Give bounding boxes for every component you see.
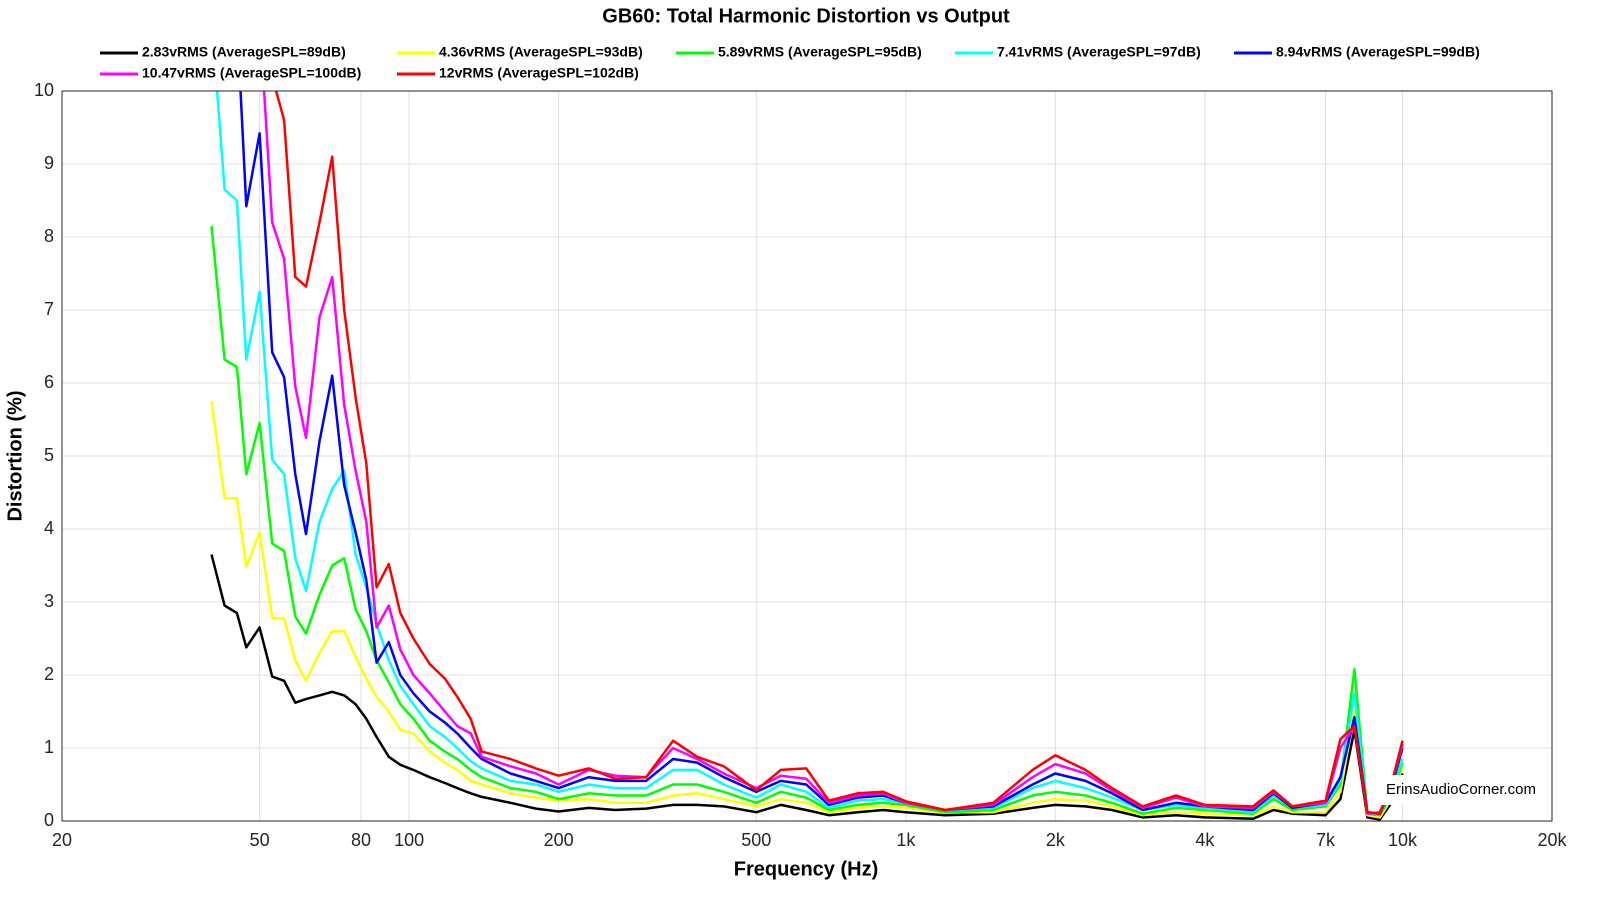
x-tick-label: 20k [1537,830,1567,850]
series-line [215,91,1404,815]
y-tick-label: 2 [44,664,54,684]
y-tick-label: 5 [44,445,54,465]
y-tick-label: 3 [44,591,54,611]
y-tick-label: 0 [44,810,54,830]
x-tick-label: 4k [1195,830,1215,850]
legend: 2.83vRMS (AverageSPL=89dB) 4.36vRMS (Aver… [100,44,1480,81]
plot-lines [210,91,1404,821]
y-tick-label: 6 [44,372,54,392]
legend-label: 10.47vRMS (AverageSPL=100dB) [142,65,361,81]
y-tick-label: 9 [44,153,54,173]
legend-label: 5.89vRMS (AverageSPL=95dB) [718,44,922,60]
x-tick-label: 100 [394,830,424,850]
grid: 20 50 80 100 200 500 1k 2k 4k 7k 10k 20k 0 1 2 3 4 5 6 7 8 9 1… [34,80,1568,850]
series-line [262,91,1404,815]
x-axis-label: Frequency (Hz) [734,858,878,880]
legend-label: 7.41vRMS (AverageSPL=97dB) [997,44,1201,60]
y-tick-label: 10 [34,80,54,100]
chart-title: GB60: Total Harmonic Distortion vs Outpu… [602,5,1010,27]
legend-label: 2.83vRMS (AverageSPL=89dB) [142,44,346,60]
y-tick-label: 7 [44,299,54,319]
series-line [274,91,1404,815]
x-tick-label: 1k [896,830,916,850]
x-tick-label: 10k [1388,830,1418,850]
watermark: ErinsAudioCorner.com [1386,781,1536,798]
x-tick-label: 7k [1316,830,1336,850]
legend-label: 4.36vRMS (AverageSPL=93dB) [439,44,643,60]
series-line [210,225,1404,817]
series-line [210,401,1404,819]
x-tick-label: 50 [250,830,270,850]
x-tick-label: 500 [741,830,771,850]
watermark-box [1375,775,1547,805]
plot-frame [61,90,1553,822]
x-tick-label: 20 [52,830,72,850]
y-tick-label: 1 [44,737,54,757]
x-tick-label: 80 [351,830,371,850]
x-tick-label: 200 [544,830,574,850]
y-axis-label: Distortion (%) [4,390,26,521]
legend-label: 8.94vRMS (AverageSPL=99dB) [1276,44,1480,60]
x-tick-label: 2k [1046,830,1066,850]
legend-label: 12vRMS (AverageSPL=102dB) [439,65,639,81]
y-tick-label: 8 [44,226,54,246]
series-line [210,554,1404,821]
y-tick-label: 4 [44,518,54,538]
